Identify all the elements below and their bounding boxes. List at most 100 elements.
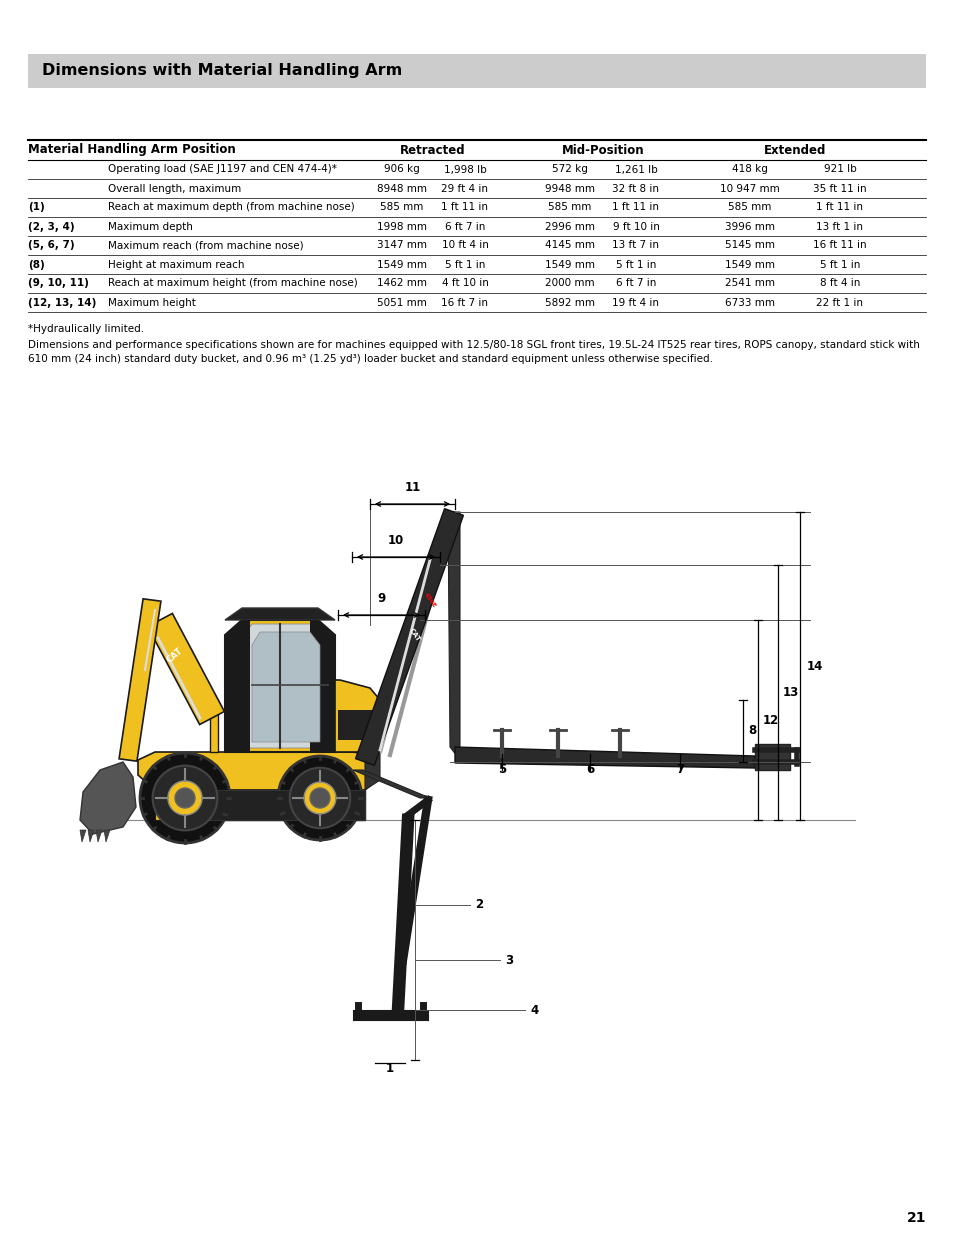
Text: Reach at maximum height (from machine nose): Reach at maximum height (from machine no… — [108, 279, 357, 289]
Polygon shape — [225, 620, 250, 752]
Text: 585 mm: 585 mm — [548, 203, 591, 212]
Polygon shape — [210, 700, 218, 752]
Polygon shape — [96, 830, 102, 842]
Text: Material Handling Arm Position: Material Handling Arm Position — [28, 143, 235, 157]
Polygon shape — [174, 790, 365, 820]
Circle shape — [290, 768, 350, 829]
Text: 1549 mm: 1549 mm — [376, 259, 427, 269]
Text: 6 ft 7 in: 6 ft 7 in — [616, 279, 656, 289]
Text: 8 ft 4 in: 8 ft 4 in — [819, 279, 860, 289]
Bar — [28, 54, 925, 88]
Text: Mid-Position: Mid-Position — [561, 143, 643, 157]
Text: (12, 13, 14): (12, 13, 14) — [28, 298, 96, 308]
Text: 5 ft 1 in: 5 ft 1 in — [444, 259, 485, 269]
Text: 22 ft 1 in: 22 ft 1 in — [816, 298, 862, 308]
Text: 1 ft 11 in: 1 ft 11 in — [441, 203, 488, 212]
Polygon shape — [80, 762, 136, 834]
Text: (8): (8) — [28, 259, 45, 269]
Text: CAT: CAT — [408, 627, 421, 643]
Text: 2541 mm: 2541 mm — [724, 279, 774, 289]
Text: 6 ft 7 in: 6 ft 7 in — [444, 221, 485, 231]
Polygon shape — [353, 769, 430, 798]
Text: Height at maximum reach: Height at maximum reach — [108, 259, 244, 269]
Text: Maximum height: Maximum height — [108, 298, 195, 308]
Text: 1549 mm: 1549 mm — [544, 259, 595, 269]
Polygon shape — [455, 747, 754, 768]
Text: 585 mm: 585 mm — [380, 203, 423, 212]
Text: (9, 10, 11): (9, 10, 11) — [28, 279, 89, 289]
Polygon shape — [138, 752, 377, 790]
Text: 21: 21 — [905, 1212, 925, 1225]
Text: Extended: Extended — [763, 143, 825, 157]
Text: 430E: 430E — [422, 592, 436, 609]
Text: 1: 1 — [386, 1062, 394, 1074]
Text: 16 ft 11 in: 16 ft 11 in — [812, 241, 866, 251]
Text: Retracted: Retracted — [399, 143, 465, 157]
Text: Dimensions and performance specifications shown are for machines equipped with 1: Dimensions and performance specification… — [28, 340, 919, 363]
Text: 3: 3 — [504, 953, 513, 967]
Text: 2000 mm: 2000 mm — [544, 279, 594, 289]
Polygon shape — [252, 632, 319, 742]
Text: 2: 2 — [475, 899, 482, 911]
Text: 13 ft 7 in: 13 ft 7 in — [612, 241, 659, 251]
Text: 11: 11 — [404, 480, 420, 494]
Polygon shape — [119, 599, 161, 761]
Polygon shape — [335, 680, 379, 752]
Polygon shape — [88, 830, 94, 842]
Circle shape — [174, 788, 194, 808]
Text: 6: 6 — [585, 763, 594, 776]
Polygon shape — [355, 509, 463, 766]
Text: 4: 4 — [530, 1004, 537, 1016]
Text: 14: 14 — [806, 659, 822, 673]
Text: 29 ft 4 in: 29 ft 4 in — [441, 184, 488, 194]
Text: 10 947 mm: 10 947 mm — [720, 184, 779, 194]
Text: 13: 13 — [782, 685, 799, 699]
Text: 5: 5 — [497, 763, 506, 776]
Text: CAT: CAT — [165, 646, 185, 664]
Polygon shape — [80, 830, 86, 842]
Text: 3996 mm: 3996 mm — [724, 221, 774, 231]
Text: 32 ft 8 in: 32 ft 8 in — [612, 184, 659, 194]
Polygon shape — [337, 710, 377, 740]
Polygon shape — [448, 513, 459, 760]
Text: 1,998 lb: 1,998 lb — [443, 164, 486, 174]
Text: 572 kg: 572 kg — [552, 164, 587, 174]
Text: 10 ft 4 in: 10 ft 4 in — [441, 241, 488, 251]
Text: 7: 7 — [676, 763, 683, 776]
Text: 585 mm: 585 mm — [727, 203, 771, 212]
Text: 5892 mm: 5892 mm — [544, 298, 595, 308]
Polygon shape — [365, 750, 379, 790]
Text: 16 ft 7 in: 16 ft 7 in — [441, 298, 488, 308]
Text: 5051 mm: 5051 mm — [376, 298, 427, 308]
Text: Overall length, maximum: Overall length, maximum — [108, 184, 241, 194]
Polygon shape — [154, 810, 174, 820]
Text: 906 kg: 906 kg — [384, 164, 419, 174]
Polygon shape — [310, 620, 335, 752]
Text: 5145 mm: 5145 mm — [724, 241, 774, 251]
Text: 6733 mm: 6733 mm — [724, 298, 774, 308]
Text: 921 lb: 921 lb — [822, 164, 856, 174]
Text: (1): (1) — [28, 203, 45, 212]
Text: 19 ft 4 in: 19 ft 4 in — [612, 298, 659, 308]
Circle shape — [310, 788, 330, 808]
Circle shape — [140, 753, 230, 844]
Polygon shape — [754, 743, 789, 769]
Text: (2, 3, 4): (2, 3, 4) — [28, 221, 74, 231]
Text: Dimensions with Material Handling Arm: Dimensions with Material Handling Arm — [42, 63, 402, 79]
Text: 12: 12 — [762, 714, 779, 726]
Text: 2996 mm: 2996 mm — [544, 221, 595, 231]
Text: Reach at maximum depth (from machine nose): Reach at maximum depth (from machine nos… — [108, 203, 355, 212]
Text: 35 ft 11 in: 35 ft 11 in — [812, 184, 866, 194]
Polygon shape — [154, 790, 365, 820]
Text: 1 ft 11 in: 1 ft 11 in — [612, 203, 659, 212]
Text: 8948 mm: 8948 mm — [376, 184, 427, 194]
Text: (5, 6, 7): (5, 6, 7) — [28, 241, 74, 251]
Text: 9948 mm: 9948 mm — [544, 184, 595, 194]
Text: 418 kg: 418 kg — [731, 164, 767, 174]
Text: Maximum depth: Maximum depth — [108, 221, 193, 231]
Text: 13 ft 1 in: 13 ft 1 in — [816, 221, 862, 231]
Polygon shape — [240, 624, 328, 748]
Text: 4 ft 10 in: 4 ft 10 in — [441, 279, 488, 289]
Text: 5 ft 1 in: 5 ft 1 in — [819, 259, 860, 269]
Polygon shape — [225, 620, 335, 752]
